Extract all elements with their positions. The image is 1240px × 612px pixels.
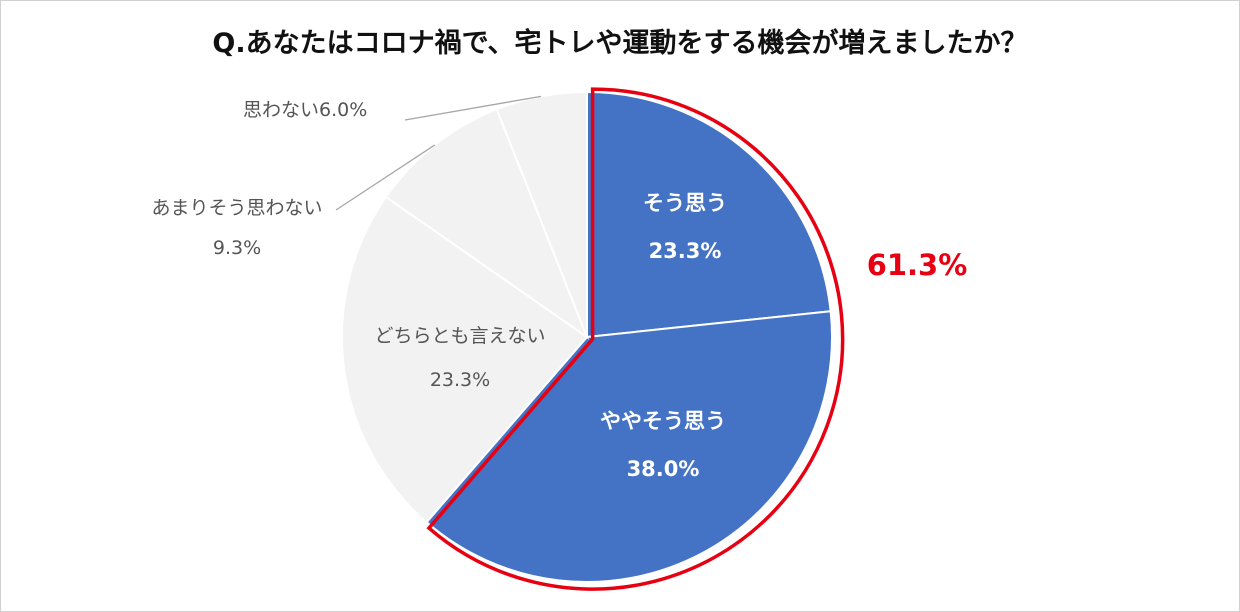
chart-title: Q.あなたはコロナ禍で、宅トレや運動をする機会が増えましたか？: [212, 27, 1027, 59]
highlight-outline: [426, 87, 845, 591]
slice-label-amari: あまりそう思わない: [151, 197, 322, 219]
slice-value-soomou: 23.3%: [649, 239, 722, 263]
slice-value-omowanai: 6.0%: [319, 99, 367, 121]
slice-label-yayasoomou: ややそう思う: [600, 409, 726, 433]
slice-value-dochiratomo: 23.3%: [430, 369, 490, 391]
leader-lines: [335, 95, 542, 211]
slice-label-omowanai-text: 思わない: [243, 99, 319, 121]
slice-label-omowanai: 思わない6.0%: [243, 99, 367, 121]
pie-slice-4: [384, 107, 590, 340]
pie-slice-2: [425, 310, 833, 583]
highlight-outline-path: [426, 87, 845, 591]
pie-slice-5: [495, 90, 588, 338]
pie-slice-1: [586, 90, 832, 339]
pie-slice-3: [341, 195, 589, 524]
slice-value-yayasoomou: 38.0%: [627, 457, 700, 481]
slice-label-dochiratomo: どちらとも言えない: [374, 325, 545, 347]
leader-line-4: [335, 144, 436, 211]
slices-layer: [341, 90, 833, 583]
leader-line-5: [404, 95, 542, 121]
slice-label-soomou: そう思う: [643, 191, 727, 215]
highlight-total: 61.3%: [867, 248, 968, 282]
slice-value-amari: 9.3%: [213, 237, 261, 259]
